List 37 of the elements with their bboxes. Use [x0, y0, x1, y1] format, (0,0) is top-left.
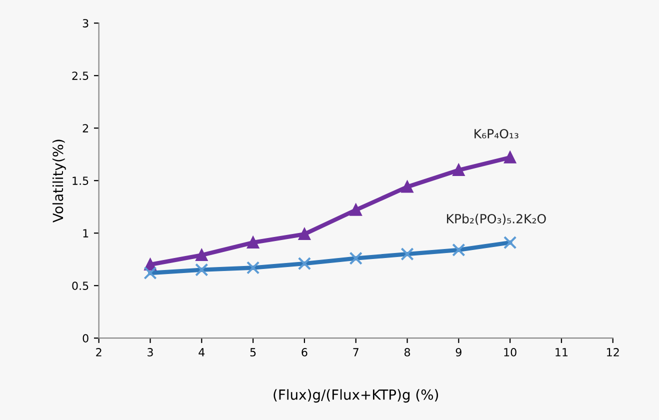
y-tick-label: 3 — [82, 19, 88, 28]
point — [144, 266, 157, 280]
point — [401, 180, 414, 193]
point — [196, 249, 208, 262]
point — [246, 261, 260, 274]
y-axis-title: Volatility(%) — [52, 140, 66, 222]
point — [298, 228, 310, 240]
x-tick-label: 8 — [404, 348, 410, 356]
y-tick-label: 2.5 — [72, 72, 88, 80]
point — [452, 243, 466, 256]
x-axis-title: (Flux)g/(Flux+KTP)g (%) — [274, 389, 438, 403]
y-tick-label: 0 — [82, 334, 88, 342]
x-tick-label: 6 — [302, 348, 308, 356]
point — [504, 152, 516, 164]
y-tick-label: 1.5 — [72, 176, 88, 185]
x-tick-label: 2 — [96, 348, 102, 356]
point — [400, 248, 414, 261]
x-tick-label: 4 — [198, 348, 205, 356]
point — [503, 236, 517, 250]
point — [349, 252, 362, 265]
x-tick-label: 11 — [556, 348, 568, 356]
x-tick-label: 9 — [456, 348, 462, 356]
x-tick-label: 7 — [353, 348, 358, 356]
y-tick-label: 1 — [83, 229, 88, 238]
point — [452, 164, 465, 176]
y-tick-label: 2 — [82, 124, 88, 132]
point — [247, 236, 259, 248]
x-tick-label: 10 — [504, 348, 516, 356]
point — [195, 263, 208, 276]
series-label: K₆P₄O₁₃ — [474, 128, 518, 138]
x-tick-label: 3 — [148, 348, 153, 356]
x-tick-label: 12 — [607, 348, 619, 356]
point — [350, 204, 362, 216]
x-tick-label: 5 — [250, 348, 256, 356]
point — [298, 256, 312, 270]
y-tick-label: 0.5 — [72, 282, 88, 290]
series-label: KPb₂(PO₃)₅.2K₂O — [447, 214, 546, 225]
